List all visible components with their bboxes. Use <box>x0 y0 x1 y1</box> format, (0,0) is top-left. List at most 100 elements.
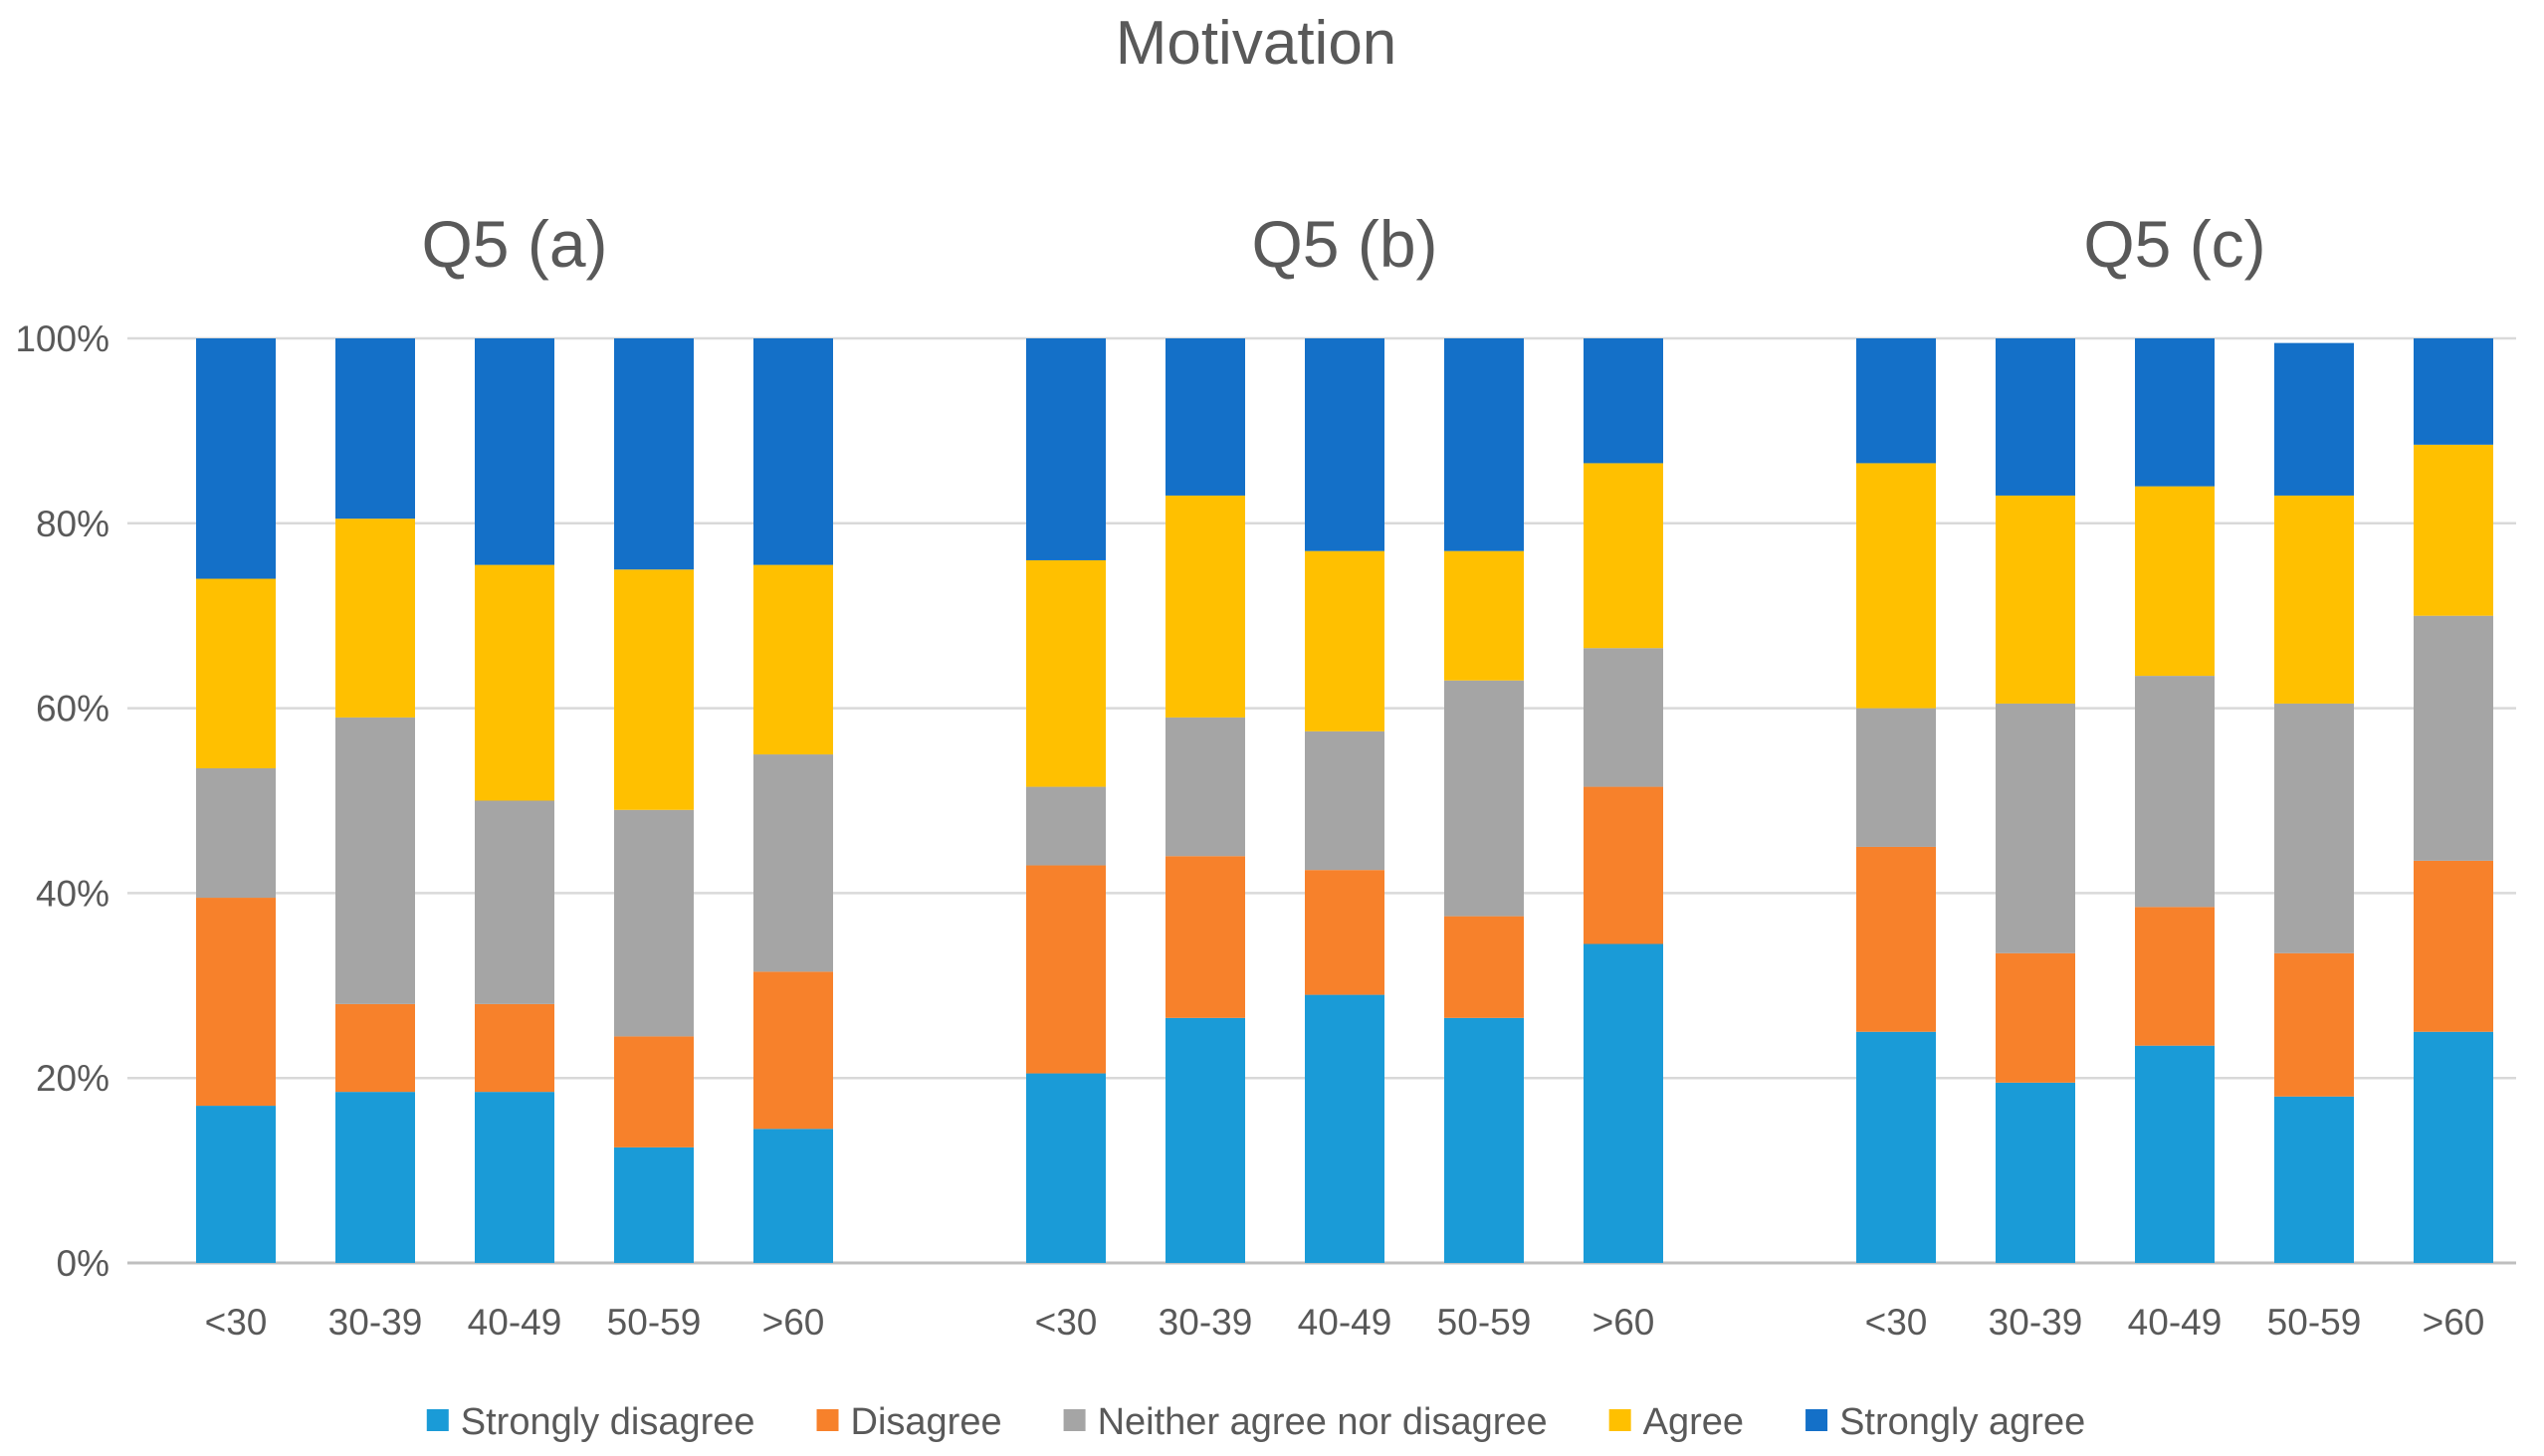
bar-segment-strongly-agree <box>614 338 694 570</box>
bar-segment-disagree <box>196 898 276 1107</box>
x-tick-label: 50-59 <box>1437 1302 1532 1343</box>
bar-segment-neither-agree-nor-disagree <box>475 800 554 1004</box>
legend-label: Strongly agree <box>1839 1401 2085 1443</box>
x-tick-label: 40-49 <box>1298 1302 1392 1343</box>
bar-segment-agree <box>196 578 276 768</box>
x-tick-label: >60 <box>762 1302 825 1343</box>
bar-segment-neither-agree-nor-disagree <box>1444 680 1524 917</box>
bar-segment-agree <box>1305 550 1384 731</box>
bar-segment-agree <box>1584 463 1663 649</box>
bar-segment-strongly-agree <box>1996 338 2075 496</box>
x-tick-label: >60 <box>1592 1302 1655 1343</box>
bar-segment-disagree <box>1856 846 1936 1032</box>
bar-segment-strongly-agree <box>2274 342 2354 496</box>
y-tick-label: 60% <box>36 689 109 729</box>
bar-segment-strongly-disagree <box>335 1092 415 1263</box>
bar-segment-strongly-agree <box>1584 338 1663 464</box>
bar-segment-disagree <box>1584 786 1663 944</box>
bar-segment-strongly-disagree <box>196 1106 276 1263</box>
legend-swatch <box>1608 1409 1631 1431</box>
bar-segment-disagree <box>753 971 833 1130</box>
legend-label: Agree <box>1643 1401 1744 1443</box>
bar-segment-strongly-agree <box>1305 338 1384 551</box>
y-tick-label: 100% <box>15 318 109 359</box>
bar-segment-strongly-disagree <box>753 1129 833 1263</box>
labels: 0% 20% 40% 60% 80% 100% Q5 (a) <30 30-39 40-49 50-… <box>15 207 2484 1343</box>
bar-segment-strongly-agree <box>2135 338 2215 487</box>
bar-segment-disagree <box>1305 870 1384 995</box>
bar-segment-agree <box>753 564 833 755</box>
y-tick-label: 80% <box>36 504 109 544</box>
bar-segment-agree <box>2274 495 2354 704</box>
bar-segment-neither-agree-nor-disagree <box>2414 615 2493 861</box>
bar-segment-strongly-disagree <box>1026 1073 1106 1263</box>
bar-segment-agree <box>1026 559 1106 787</box>
bar-segment-agree <box>1996 495 2075 704</box>
x-tick-label: 30-39 <box>328 1302 423 1343</box>
bar-segment-neither-agree-nor-disagree <box>1166 717 1245 857</box>
legend-swatch <box>816 1409 839 1431</box>
bar-segment-strongly-agree <box>475 338 554 565</box>
bar-segment-agree <box>2414 444 2493 616</box>
bar-segment-strongly-disagree <box>1856 1031 1936 1263</box>
x-tick-label: 30-39 <box>1989 1302 2083 1343</box>
bar-segment-agree <box>614 569 694 810</box>
bar-segment-disagree <box>2135 907 2215 1046</box>
y-tick-label: 0% <box>57 1243 109 1284</box>
bar-segment-disagree <box>1026 865 1106 1074</box>
chart-title: Motivation <box>1116 9 1397 78</box>
bars <box>196 338 2493 1263</box>
bar-segment-strongly-agree <box>1444 338 1524 551</box>
y-tick-label: 40% <box>36 873 109 914</box>
bar-segment-disagree <box>2414 860 2493 1032</box>
bar-segment-strongly-agree <box>2414 338 2493 445</box>
bar-segment-strongly-agree <box>753 338 833 565</box>
panel-title: Q5 (a) <box>421 207 607 281</box>
bar-segment-neither-agree-nor-disagree <box>2274 703 2354 953</box>
bar-segment-disagree <box>2274 952 2354 1097</box>
bar-segment-neither-agree-nor-disagree <box>196 767 276 899</box>
x-tick-label: <30 <box>1035 1302 1098 1343</box>
bar-segment-neither-agree-nor-disagree <box>1856 708 1936 847</box>
bar-segment-disagree <box>614 1036 694 1147</box>
bar-segment-strongly-agree <box>1856 338 1936 464</box>
bar-segment-agree <box>1856 463 1936 709</box>
bar-segment-strongly-disagree <box>1444 1017 1524 1263</box>
x-tick-label: 50-59 <box>607 1302 702 1343</box>
legend-label: Strongly disagree <box>461 1401 755 1443</box>
bar-segment-strongly-disagree <box>614 1146 694 1263</box>
bar-segment-disagree <box>1444 916 1524 1018</box>
bar-segment-strongly-disagree <box>475 1092 554 1263</box>
x-tick-label: 30-39 <box>1159 1302 1253 1343</box>
x-tick-label: <30 <box>1865 1302 1928 1343</box>
legend-swatch <box>1805 1409 1828 1431</box>
bar-segment-strongly-agree <box>335 338 415 520</box>
x-tick-label: 50-59 <box>2267 1302 2362 1343</box>
x-tick-label: >60 <box>2423 1302 2485 1343</box>
bar-segment-strongly-agree <box>1026 338 1106 560</box>
bar-segment-strongly-disagree <box>2135 1045 2215 1263</box>
bar-segment-strongly-disagree <box>2414 1031 2493 1263</box>
bar-segment-strongly-disagree <box>1996 1082 2075 1263</box>
x-tick-label: 40-49 <box>2128 1302 2223 1343</box>
bar-segment-disagree <box>475 1003 554 1093</box>
bar-segment-neither-agree-nor-disagree <box>2135 676 2215 908</box>
bar-segment-neither-agree-nor-disagree <box>1996 703 2075 953</box>
x-tick-label: 40-49 <box>468 1302 562 1343</box>
legend: Strongly disagree Disagree Neither agree n… <box>426 1401 2085 1443</box>
legend-label: Disagree <box>851 1401 1002 1443</box>
bar-segment-neither-agree-nor-disagree <box>753 754 833 972</box>
bar-segment-strongly-disagree <box>1166 1017 1245 1263</box>
legend-swatch <box>426 1409 449 1431</box>
legend-swatch <box>1063 1409 1086 1431</box>
bar-segment-disagree <box>1166 856 1245 1018</box>
panel-title: Q5 (b) <box>1251 207 1437 281</box>
bar-segment-strongly-disagree <box>1584 943 1663 1263</box>
bar-segment-neither-agree-nor-disagree <box>614 809 694 1037</box>
legend-label: Neither agree nor disagree <box>1098 1401 1548 1443</box>
bar-segment-strongly-disagree <box>2274 1096 2354 1263</box>
bar-segment-neither-agree-nor-disagree <box>1026 786 1106 866</box>
bar-segment-agree <box>335 519 415 718</box>
bar-segment-agree <box>475 564 554 801</box>
x-tick-label: <30 <box>205 1302 268 1343</box>
